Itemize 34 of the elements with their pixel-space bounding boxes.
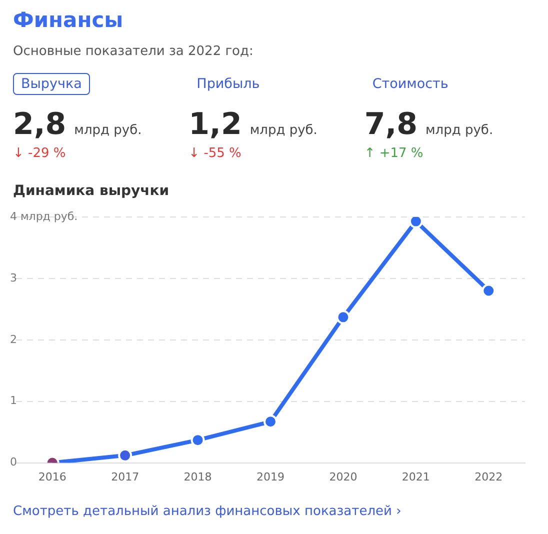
y-tick-label: 3 (10, 271, 17, 284)
text: 7,8 (364, 107, 418, 142)
text: ↓ -29 % (13, 146, 67, 161)
point (408, 217, 423, 228)
y-tick-label: 1 (10, 394, 17, 408)
point (118, 448, 132, 462)
text: ↓ -55 % (188, 146, 242, 161)
y-tick-label: 4 млрд руб. (10, 210, 78, 223)
x-tick-label: 2017 (111, 470, 140, 484)
x-tick-label: 2018 (184, 470, 212, 484)
text: Стоимость (371, 75, 450, 94)
text: ↑ +17 % (364, 146, 424, 161)
text: 2,8 (13, 107, 66, 142)
x-tick-label: 2016 (38, 470, 66, 484)
point (264, 414, 278, 429)
x-tick-label: 2020 (329, 470, 358, 484)
text: млрд руб. (426, 123, 494, 138)
x-tick-label: 2021 (402, 470, 430, 484)
text: Выручка (13, 73, 90, 95)
chart-title: Динамика выручки (13, 183, 170, 199)
x-tick-label: 2019 (256, 470, 284, 484)
y-tick-label: 2 (10, 332, 17, 346)
y-tick-label: 0 (10, 456, 17, 469)
point (482, 284, 496, 298)
point (336, 310, 350, 324)
text: Смотреть детальный анализ финансовых показателей › (13, 504, 402, 519)
text: 1,2 (188, 107, 242, 142)
text: Основные показатели за 2022 год: (13, 44, 254, 59)
text: Финансы (13, 8, 124, 32)
text: млрд руб. (250, 123, 318, 138)
x-tick-label: 2022 (474, 470, 503, 484)
text: Прибыль (196, 75, 261, 94)
point (190, 433, 205, 448)
text: млрд руб. (74, 123, 142, 138)
